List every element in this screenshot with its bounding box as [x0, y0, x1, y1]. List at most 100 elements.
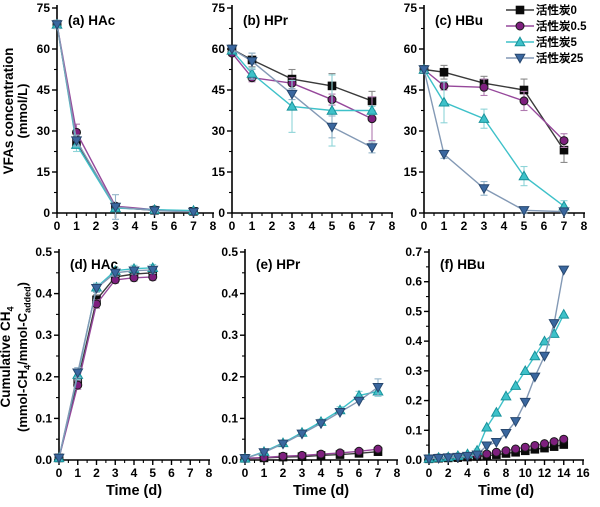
circle-marker: [515, 21, 525, 31]
triangle-down-marker: [353, 396, 365, 407]
series-triangle-down: [51, 19, 200, 220]
triangle-down-marker: [109, 268, 121, 279]
legend-label: 活性炭0.5: [536, 21, 587, 33]
triangle-down-marker: [51, 20, 63, 31]
triangle-up-marker: [519, 365, 531, 376]
x-tick-label: 6: [171, 219, 178, 233]
triangle-down-marker: [529, 372, 541, 383]
y-tick-label: 60: [404, 42, 418, 56]
x-tick-label: 4: [464, 466, 471, 480]
circle-marker: [559, 434, 569, 444]
triangle-up-marker: [286, 100, 298, 111]
triangle-down-marker: [239, 454, 251, 465]
legend-marker-square-icon: [506, 5, 534, 15]
circle-marker: [511, 444, 521, 454]
panel-title: (a) HAc: [68, 13, 116, 28]
y-tick-label: 0.5: [405, 304, 422, 318]
triangle-up-marker: [529, 350, 541, 361]
triangle-down-marker: [70, 136, 83, 147]
legend-label: 活性炭5: [536, 37, 577, 49]
circle-marker: [316, 449, 326, 459]
circle-marker: [520, 442, 530, 452]
triangle-down-marker: [418, 65, 430, 76]
x-tick-label: 4: [132, 219, 139, 233]
legend-label: 活性炭0: [536, 5, 577, 17]
x-tick-label: 1: [441, 219, 448, 233]
x-tick-label: 1: [261, 466, 268, 480]
x-tick-label: 14: [557, 466, 571, 480]
square-marker: [439, 67, 449, 77]
panel-e-x-axis-title: Time (d): [292, 483, 350, 499]
x-tick-label: 8: [503, 466, 510, 480]
x-tick-label: 5: [149, 466, 156, 480]
y-tick-label: 0.7: [405, 245, 422, 259]
x-tick-label: 0: [242, 466, 249, 480]
y-tick-label: 0: [218, 206, 225, 220]
series-line: [58, 269, 153, 459]
legend-entry-ac5: 活性炭5: [505, 34, 587, 50]
y-tick-label: 30: [404, 124, 418, 138]
triangle-down-marker: [538, 351, 551, 362]
series-square: [52, 19, 198, 216]
x-tick-label: 4: [318, 466, 325, 480]
triangle-down-marker: [490, 437, 503, 448]
circle-marker: [278, 451, 288, 461]
x-tick-label: 5: [329, 219, 336, 233]
circle-marker: [354, 446, 364, 456]
x-tick-label: 12: [538, 466, 552, 480]
x-tick-label: 0: [426, 466, 433, 480]
x-tick-label: 1: [249, 219, 256, 233]
triangle-down-marker: [296, 429, 308, 440]
panel-f-x-axis-title: Time (d): [477, 483, 535, 499]
series-square: [54, 268, 158, 463]
triangle-down-marker: [334, 407, 346, 418]
y-tick-label: 45: [212, 83, 226, 97]
triangle-down-marker: [461, 451, 474, 462]
x-tick-label: 7: [561, 219, 568, 233]
triangle-down-marker: [90, 283, 103, 295]
panel-title: (d) HAc: [70, 257, 118, 272]
y-tick-label: 0.1: [405, 423, 422, 437]
triangle-down-marker: [518, 206, 530, 217]
triangle-up-marker: [481, 421, 493, 432]
triangle-down-marker: [452, 452, 464, 463]
x-tick-label: 8: [210, 219, 217, 233]
triangle-up-marker: [326, 104, 338, 115]
x-tick-label: 1: [74, 466, 81, 480]
y-tick-label: 0.2: [35, 370, 52, 384]
circle-marker: [479, 82, 489, 92]
triangle-down-marker: [509, 417, 522, 428]
triangle-down-marker: [366, 143, 378, 154]
triangle-down-marker: [372, 383, 384, 394]
y-tick-label: 0.0: [221, 453, 238, 467]
y-tick-label: 0.4: [35, 287, 52, 301]
series-circle: [54, 272, 158, 463]
x-tick-label: 2: [93, 466, 100, 480]
triangle-up-marker: [490, 406, 503, 417]
triangle-down-marker: [226, 44, 238, 55]
panel-e: 0 1 2 3 4 5 6 7 8 0.0 0.1 0.2 0.3 0.4 0.5 (e) HPr: [221, 245, 400, 480]
y-tick-label: 0.3: [221, 328, 238, 342]
triangle-down-marker: [326, 122, 338, 133]
x-tick-label: 6: [356, 466, 363, 480]
x-tick-label: 5: [337, 466, 344, 480]
x-tick-label: 0: [54, 219, 61, 233]
panel-d-x-axis-title: Time (d): [105, 483, 163, 499]
circle-marker: [367, 114, 377, 124]
x-tick-label: 4: [131, 466, 138, 480]
x-tick-label: 10: [519, 466, 533, 480]
x-tick-label: 3: [112, 219, 119, 233]
series-triangle-down: [423, 265, 570, 465]
legend-entry-ac0: 活性炭0: [505, 2, 587, 18]
triangle-down-marker: [148, 206, 161, 217]
x-tick-label: 3: [112, 466, 119, 480]
circle-marker: [501, 446, 511, 456]
x-tick-label: 0: [56, 466, 63, 480]
triangle-down-marker: [481, 441, 493, 452]
x-tick-label: 2: [93, 219, 100, 233]
triangle-down-marker: [558, 207, 570, 218]
series-line: [428, 269, 565, 460]
series-line: [56, 24, 194, 212]
series-triangle-down: [418, 65, 570, 218]
